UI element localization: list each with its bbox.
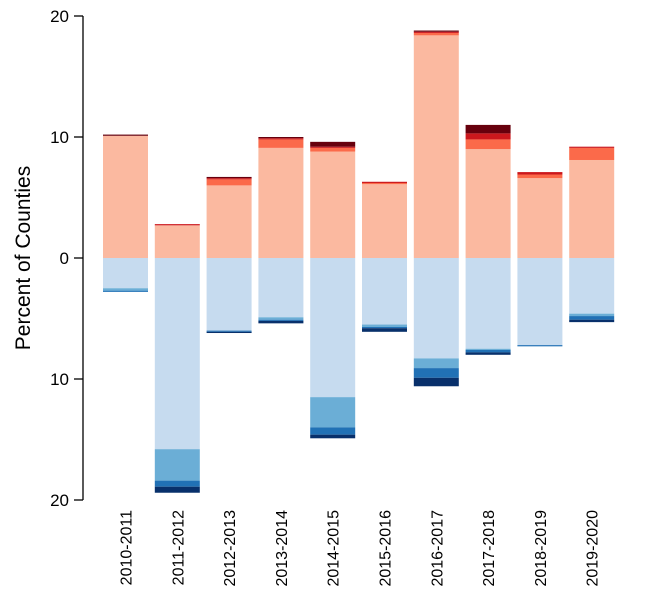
bar-segment bbox=[362, 184, 407, 258]
bar-segment bbox=[310, 146, 356, 148]
bar-segment bbox=[517, 258, 563, 346]
bar-segment bbox=[569, 258, 615, 314]
bar-segment bbox=[517, 178, 563, 258]
bar-segment bbox=[413, 35, 459, 258]
bar-segment bbox=[310, 434, 356, 439]
bar-segment bbox=[569, 319, 615, 323]
x-tick-label: 2013-2014 bbox=[274, 510, 291, 587]
x-tick-label: 2018-2019 bbox=[533, 510, 550, 587]
bar-segment bbox=[103, 134, 148, 136]
bar-segment bbox=[413, 32, 459, 36]
bar-segment bbox=[310, 141, 356, 147]
bar-segment bbox=[362, 326, 407, 329]
bar-segment bbox=[517, 174, 563, 179]
y-axis-title: Percent of Counties bbox=[12, 166, 35, 350]
bar-segment bbox=[569, 147, 615, 160]
bar-segment bbox=[154, 480, 200, 487]
bar-segment bbox=[206, 331, 252, 334]
bar-segment bbox=[465, 139, 511, 150]
bar-segment bbox=[154, 449, 200, 481]
bar-segment bbox=[103, 258, 148, 289]
bar-segment bbox=[569, 313, 615, 317]
bar-segment bbox=[103, 290, 148, 292]
bar-segment bbox=[413, 358, 459, 369]
bar-segment bbox=[465, 149, 511, 258]
y-axis: 20 10 0 10 20 bbox=[50, 7, 84, 510]
bar-segment bbox=[258, 138, 304, 140]
x-tick-label: 2012-2013 bbox=[222, 510, 239, 587]
bar-segment bbox=[569, 159, 615, 258]
bar-segment bbox=[258, 147, 304, 258]
bar-group bbox=[103, 30, 615, 493]
x-tick-label: 2019-2020 bbox=[585, 510, 602, 587]
bar-segment bbox=[154, 486, 200, 493]
bar-segment bbox=[465, 349, 511, 353]
bar-segment bbox=[465, 352, 511, 355]
bar-segment bbox=[206, 176, 252, 179]
x-tick-label: 2017-2018 bbox=[481, 510, 498, 587]
bar-segment bbox=[310, 397, 356, 428]
bar-segment bbox=[154, 224, 200, 226]
bar-segment bbox=[413, 258, 459, 359]
bar-segment bbox=[258, 317, 304, 320]
bar-segment bbox=[258, 319, 304, 321]
bar-segment bbox=[310, 427, 356, 435]
bar-segment bbox=[413, 30, 459, 32]
bar-segment bbox=[103, 288, 148, 291]
bar-segment bbox=[413, 368, 459, 378]
bar-segment bbox=[310, 147, 356, 152]
y-tick-label: 10 bbox=[50, 128, 69, 147]
x-tick-label: 2010-2011 bbox=[119, 510, 136, 585]
bar-segment bbox=[362, 182, 407, 185]
bar-segment bbox=[362, 324, 407, 327]
bar-segment bbox=[362, 258, 407, 325]
bar-segment bbox=[258, 320, 304, 324]
bar-segment bbox=[258, 258, 304, 318]
bar-segment bbox=[465, 124, 511, 134]
y-tick-label: 10 bbox=[50, 370, 69, 389]
x-tick-label: 2011-2012 bbox=[170, 510, 187, 585]
bar-segment bbox=[206, 258, 252, 331]
y-tick-label: 20 bbox=[50, 7, 69, 26]
x-tick-label: 2016-2017 bbox=[429, 510, 446, 587]
bar-segment bbox=[258, 137, 304, 139]
bar-segment bbox=[362, 328, 407, 332]
x-axis-labels: 2010-2011 2011-2012 2012-2013 2013-2014 2014… bbox=[119, 510, 602, 587]
bar-segment bbox=[258, 139, 304, 148]
bar-segment bbox=[154, 225, 200, 258]
bar-segment bbox=[103, 135, 148, 258]
bar-segment bbox=[310, 151, 356, 258]
bar-segment bbox=[310, 258, 356, 398]
bar-segment bbox=[569, 316, 615, 320]
bar-segment bbox=[154, 258, 200, 450]
bar-segment bbox=[465, 133, 511, 140]
y-tick-label: 0 bbox=[60, 249, 69, 268]
bar-segment bbox=[517, 172, 563, 175]
bar-segment bbox=[413, 377, 459, 387]
bar-segment bbox=[362, 181, 407, 183]
x-tick-label: 2015-2016 bbox=[378, 510, 395, 587]
bar-segment bbox=[206, 185, 252, 258]
bar-segment bbox=[517, 345, 563, 347]
bar-segment bbox=[465, 258, 511, 349]
y-tick-label: 20 bbox=[50, 491, 69, 510]
x-tick-label: 2014-2015 bbox=[326, 510, 343, 587]
bar-segment bbox=[413, 31, 459, 33]
bar-segment bbox=[465, 348, 511, 350]
bar-segment bbox=[569, 146, 615, 148]
bar-segment bbox=[206, 179, 252, 186]
bar-segment bbox=[206, 178, 252, 180]
bar-segment bbox=[206, 330, 252, 332]
